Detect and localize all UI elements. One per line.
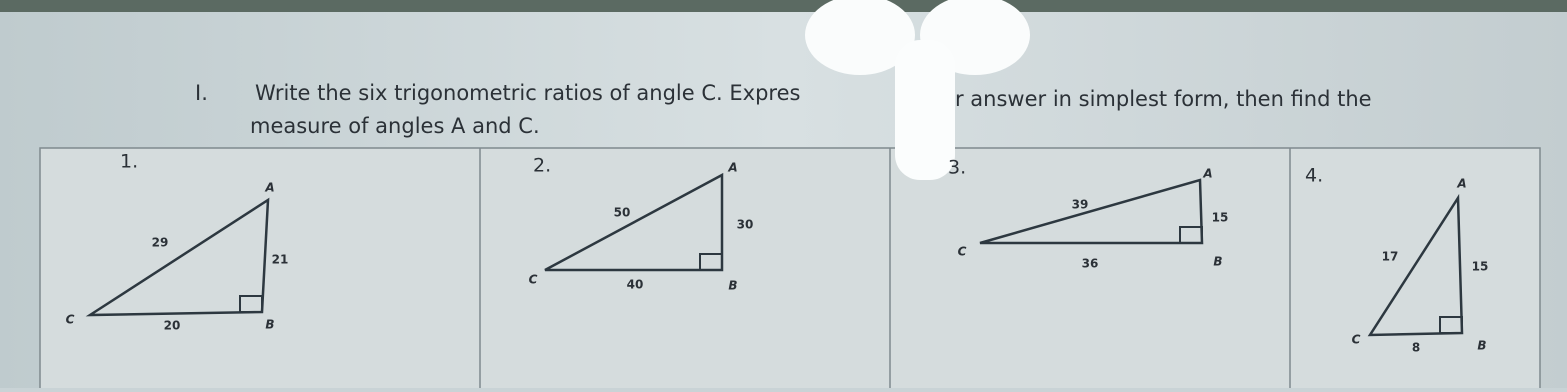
vertex-label: A [1456, 177, 1466, 191]
vertex-label: B [728, 279, 737, 293]
problem-label: 4. [1305, 165, 1323, 187]
triangle [544, 172, 724, 272]
vertex-label: C [1352, 333, 1361, 347]
side-length: 20 [164, 319, 181, 333]
side-length: 21 [272, 253, 289, 267]
instruction-line: measure of angles A and C. [250, 114, 540, 138]
side-length: 36 [1082, 257, 1099, 271]
vertex-label: C [529, 273, 538, 287]
problem-label: 3. [948, 157, 966, 179]
item-number: I. [195, 81, 208, 105]
problem-label: 1. [120, 151, 138, 173]
vertex-label: A [264, 181, 274, 195]
vertex-label: A [1202, 167, 1212, 181]
triangle [1367, 193, 1464, 337]
triangle [85, 197, 270, 317]
problem-label: 2. [533, 155, 551, 177]
right-angle-mark [239, 295, 263, 313]
side-length: 8 [1412, 341, 1420, 355]
instruction-line: r answer in simplest form, then find the [955, 87, 1372, 111]
triangle [979, 178, 1204, 245]
side-length: 39 [1072, 198, 1089, 212]
right-angle-mark [1179, 226, 1203, 244]
vertex-label: C [958, 245, 967, 259]
side-length: 15 [1212, 211, 1229, 225]
side-length: 17 [1382, 250, 1399, 264]
top-edge [0, 0, 1567, 12]
vertex-label: B [1477, 339, 1486, 353]
side-length: 40 [627, 278, 644, 292]
vertex-label: A [727, 161, 737, 175]
right-angle-mark [1439, 316, 1463, 334]
side-length: 29 [152, 236, 169, 250]
side-length: 15 [1472, 260, 1489, 274]
vertex-label: B [1213, 255, 1222, 269]
glare [805, 0, 1030, 180]
instruction-line: Write the six trigonometric ratios of an… [255, 81, 800, 105]
vertex-label: C [66, 313, 75, 327]
vertex-label: B [265, 318, 274, 332]
side-length: 30 [737, 218, 754, 232]
problems: 1. A B C 29 21 20 2. A B C 50 30 40 3. A B C 39 15 36 4. A B C 17… [66, 151, 1489, 355]
side-length: 50 [614, 206, 631, 220]
right-angle-mark [699, 253, 723, 271]
